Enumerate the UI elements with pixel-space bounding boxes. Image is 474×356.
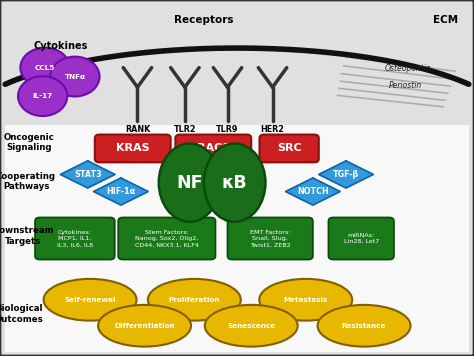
Ellipse shape [204,143,265,222]
Polygon shape [319,161,373,188]
Text: ECM: ECM [433,15,458,25]
Text: CCL5: CCL5 [35,65,55,70]
Ellipse shape [259,279,352,321]
Ellipse shape [44,279,137,321]
Text: SRC: SRC [277,143,301,153]
Text: Osteopontin: Osteopontin [384,64,431,73]
Ellipse shape [205,305,298,347]
Text: Metastasis: Metastasis [283,297,328,303]
FancyBboxPatch shape [259,135,319,162]
Text: Differentiation: Differentiation [114,323,175,329]
Polygon shape [94,178,148,205]
Text: Downstream
Targets: Downstream Targets [0,226,54,246]
Text: Cooperating
Pathways: Cooperating Pathways [0,172,56,191]
Text: Cytokines: Cytokines [33,41,88,51]
Text: NF: NF [176,174,203,192]
Text: EMT Factors:
Snail, Slug,
Twist1, ZEB2: EMT Factors: Snail, Slug, Twist1, ZEB2 [250,230,291,247]
Text: HER2: HER2 [261,125,284,134]
Text: Stem Factors:
Nanog, Sox2, Olig2,
CD44, NKX3.1, KLF4: Stem Factors: Nanog, Sox2, Olig2, CD44, … [135,230,199,247]
FancyBboxPatch shape [118,218,215,260]
Text: Periostin: Periostin [389,81,422,90]
Ellipse shape [148,279,241,321]
FancyBboxPatch shape [5,125,469,352]
Text: Oncogenic
Signaling: Oncogenic Signaling [4,133,55,152]
Text: TLR2: TLR2 [173,125,196,134]
Ellipse shape [98,305,191,347]
FancyBboxPatch shape [95,135,171,162]
FancyBboxPatch shape [228,218,313,260]
Text: Proliferation: Proliferation [169,297,220,303]
Text: Cytokines:
MCP1, IL1,
IL3, IL6, IL8: Cytokines: MCP1, IL1, IL3, IL6, IL8 [57,230,93,247]
Text: NOTCH: NOTCH [297,187,328,196]
Ellipse shape [50,57,100,96]
Text: IL-17: IL-17 [33,93,53,99]
Ellipse shape [18,76,67,116]
Text: Self-renewal: Self-renewal [64,297,116,303]
Ellipse shape [20,48,70,88]
Text: TLR9: TLR9 [216,125,239,134]
Polygon shape [61,161,115,188]
Text: Receptors: Receptors [174,15,234,25]
Text: TNFα: TNFα [64,74,85,79]
Polygon shape [285,178,340,205]
Text: STAT3: STAT3 [74,170,101,179]
FancyBboxPatch shape [35,218,115,260]
Text: κB: κB [222,174,247,192]
Text: RANK: RANK [125,125,150,134]
Text: KRAS: KRAS [116,143,149,153]
Text: RAC1: RAC1 [197,143,230,153]
FancyBboxPatch shape [328,218,394,260]
Text: TGF-β: TGF-β [333,170,359,179]
Text: Senescence: Senescence [227,323,275,329]
Text: Resistance: Resistance [342,323,386,329]
Ellipse shape [159,143,220,222]
Text: HIF-1α: HIF-1α [106,187,136,196]
Ellipse shape [318,305,410,347]
Text: Biological
Outcomes: Biological Outcomes [0,304,43,324]
Text: miRNAs:
Lin28, Let7: miRNAs: Lin28, Let7 [344,233,379,244]
FancyBboxPatch shape [175,135,251,162]
